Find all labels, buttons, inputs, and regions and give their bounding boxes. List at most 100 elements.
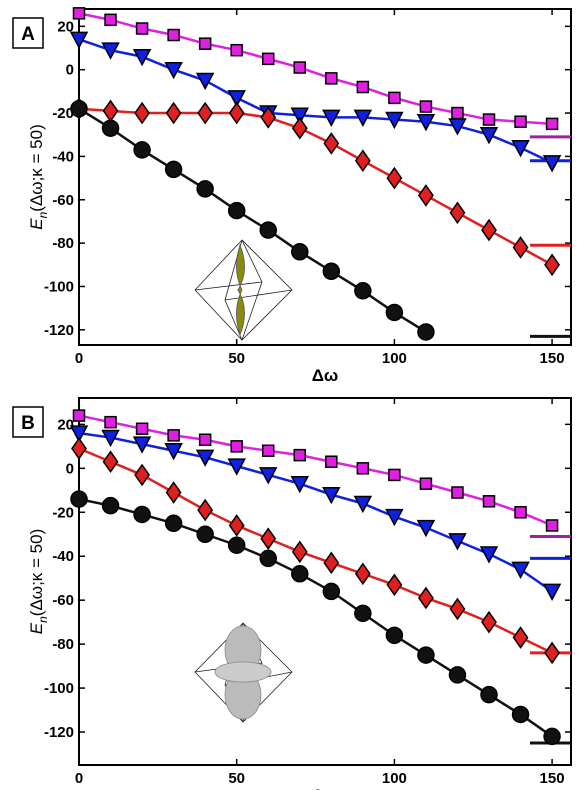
marker-triangle bbox=[292, 477, 308, 492]
marker-square bbox=[105, 14, 116, 25]
marker-circle bbox=[71, 491, 87, 507]
marker-diamond bbox=[261, 529, 275, 549]
marker-diamond bbox=[514, 628, 528, 648]
marker-circle bbox=[449, 667, 465, 683]
y-tick-label: -120 bbox=[44, 724, 74, 741]
x-tick-label: 0 bbox=[75, 350, 83, 367]
y-tick-label: -60 bbox=[52, 592, 74, 609]
marker-diamond bbox=[356, 151, 370, 171]
marker-triangle bbox=[418, 521, 434, 536]
marker-square bbox=[484, 114, 495, 125]
marker-square bbox=[263, 53, 274, 64]
marker-diamond bbox=[198, 500, 212, 520]
marker-square bbox=[263, 445, 274, 456]
marker-triangle bbox=[134, 50, 150, 65]
x-tick-label: 150 bbox=[540, 350, 565, 367]
y-tick-label: -80 bbox=[52, 636, 74, 653]
marker-square bbox=[389, 469, 400, 480]
inset-octahedron-a bbox=[195, 240, 292, 340]
marker-circle bbox=[481, 687, 497, 703]
marker-diamond bbox=[545, 255, 559, 275]
marker-diamond bbox=[167, 103, 181, 123]
marker-square bbox=[326, 73, 337, 84]
inset-octahedron-b bbox=[195, 623, 292, 722]
x-tick-label: 100 bbox=[382, 770, 407, 787]
x-tick-label: 0 bbox=[75, 770, 83, 787]
marker-diamond bbox=[419, 185, 433, 205]
marker-triangle bbox=[513, 141, 529, 156]
marker-triangle bbox=[386, 510, 402, 525]
marker-diamond bbox=[324, 133, 338, 153]
y-label-rest: (Δω;κ = 50) bbox=[27, 124, 46, 211]
y-tick-label: -100 bbox=[44, 680, 74, 697]
x-tick-label: 50 bbox=[228, 350, 245, 367]
marker-square bbox=[452, 487, 463, 498]
marker-square bbox=[357, 463, 368, 474]
marker-diamond bbox=[482, 612, 496, 632]
marker-circle bbox=[386, 627, 402, 643]
y-tick-label: -60 bbox=[52, 192, 74, 209]
marker-circle bbox=[386, 304, 402, 320]
marker-diamond bbox=[450, 599, 464, 619]
marker-diamond bbox=[230, 103, 244, 123]
marker-diamond bbox=[387, 168, 401, 188]
marker-circle bbox=[71, 101, 87, 117]
marker-circle bbox=[418, 647, 434, 663]
marker-triangle bbox=[513, 562, 529, 577]
marker-diamond bbox=[135, 103, 149, 123]
marker-triangle bbox=[166, 63, 182, 78]
marker-diamond bbox=[356, 564, 370, 584]
marker-square bbox=[326, 456, 337, 467]
marker-circle bbox=[323, 583, 339, 599]
marker-circle bbox=[134, 506, 150, 522]
marker-diamond bbox=[135, 465, 149, 485]
marker-diamond bbox=[104, 452, 118, 472]
marker-square bbox=[357, 82, 368, 93]
marker-square bbox=[74, 410, 85, 421]
y-label-rest: (Δω;κ = 50) bbox=[27, 529, 46, 616]
marker-circle bbox=[103, 498, 119, 514]
marker-circle bbox=[355, 283, 371, 299]
marker-diamond bbox=[324, 553, 338, 573]
y-axis-label: En(Δω;κ = 50) bbox=[27, 124, 50, 230]
marker-diamond bbox=[450, 203, 464, 223]
panel-label: B bbox=[21, 413, 35, 434]
y-tick-label: -120 bbox=[44, 322, 74, 339]
marker-triangle bbox=[355, 496, 371, 511]
marker-diamond bbox=[167, 482, 181, 502]
marker-square bbox=[547, 118, 558, 129]
marker-square bbox=[515, 116, 526, 127]
marker-circle bbox=[292, 566, 308, 582]
x-tick-label: 50 bbox=[228, 770, 245, 787]
marker-circle bbox=[260, 222, 276, 238]
plot-area bbox=[79, 398, 571, 765]
x-axis-label: Δω bbox=[312, 786, 339, 790]
marker-circle bbox=[355, 605, 371, 621]
marker-diamond bbox=[419, 588, 433, 608]
marker-triangle bbox=[449, 534, 465, 549]
marker-circle bbox=[418, 324, 434, 340]
chart: 050100150-120-100-80-60-40-20020ΔωEn(Δω;… bbox=[0, 0, 584, 790]
marker-circle bbox=[166, 161, 182, 177]
marker-square bbox=[484, 496, 495, 507]
marker-triangle bbox=[544, 584, 560, 599]
marker-circle bbox=[197, 181, 213, 197]
marker-square bbox=[168, 30, 179, 41]
marker-square bbox=[294, 450, 305, 461]
marker-square bbox=[547, 520, 558, 531]
marker-square bbox=[231, 441, 242, 452]
marker-circle bbox=[103, 120, 119, 136]
marker-diamond bbox=[514, 237, 528, 257]
y-tick-label: -20 bbox=[52, 504, 74, 521]
marker-diamond bbox=[104, 101, 118, 121]
y-tick-label: 0 bbox=[66, 460, 74, 477]
marker-square bbox=[168, 430, 179, 441]
marker-triangle bbox=[197, 74, 213, 89]
marker-circle bbox=[292, 244, 308, 260]
marker-circle bbox=[323, 263, 339, 279]
x-tick-label: 100 bbox=[382, 350, 407, 367]
marker-square bbox=[200, 434, 211, 445]
series-line bbox=[79, 39, 552, 163]
y-tick-label: 0 bbox=[66, 62, 74, 79]
y-tick-label: -40 bbox=[52, 548, 74, 565]
